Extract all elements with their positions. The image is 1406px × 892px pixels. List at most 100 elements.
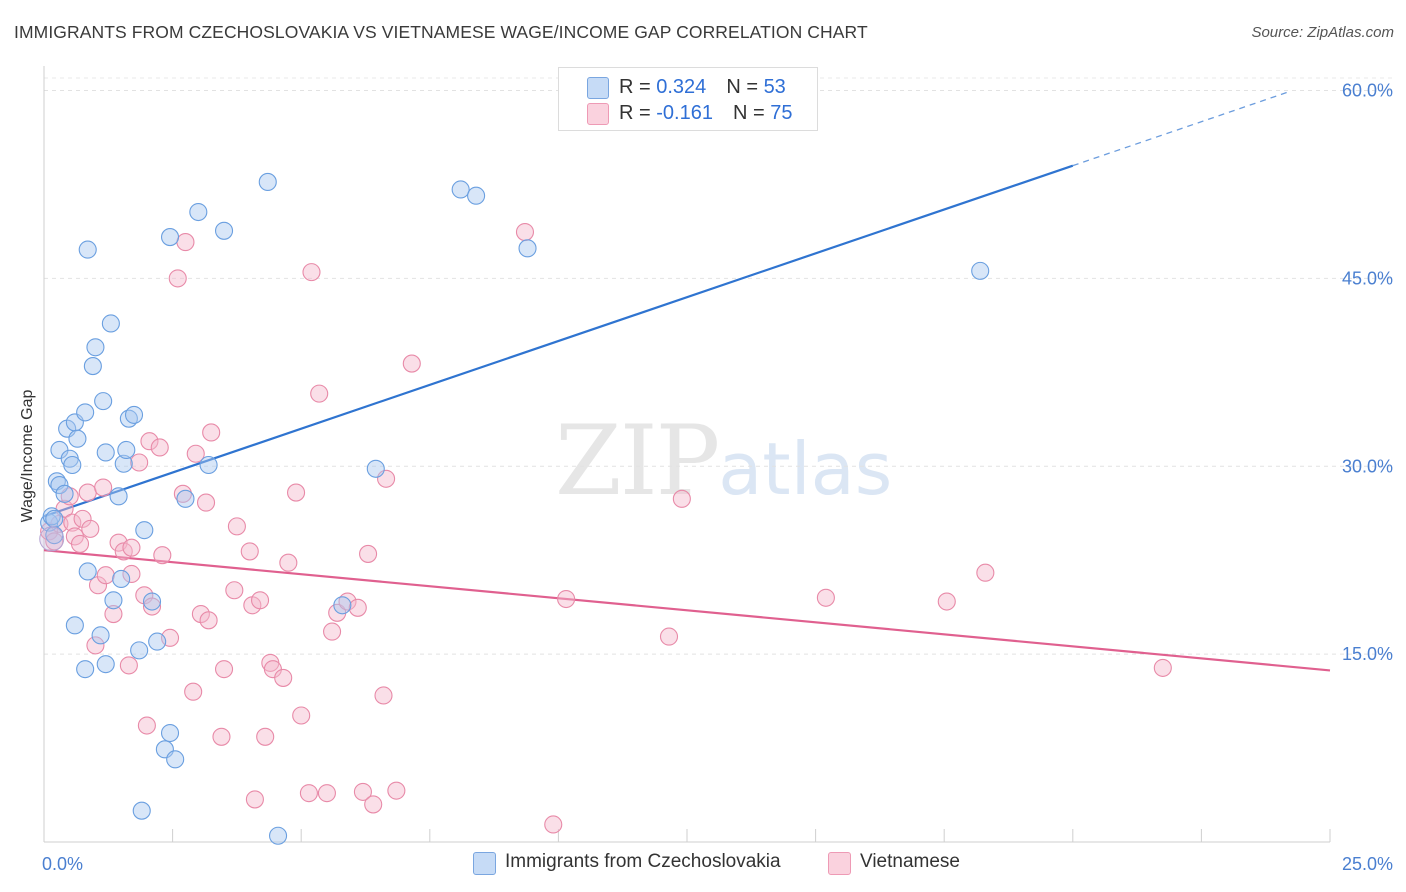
point-vietnamese: [104, 605, 123, 624]
point-vietnamese: [153, 546, 172, 565]
point-vietnamese: [137, 716, 156, 735]
r-label: R =: [619, 76, 657, 98]
data-points: [39, 172, 1172, 845]
watermark: ZIPatlas: [555, 405, 892, 517]
point-czechoslovakia: [109, 487, 128, 506]
point-vietnamese: [557, 589, 576, 609]
point-vietnamese: [1153, 658, 1172, 677]
point-vietnamese: [544, 815, 563, 834]
point-vietnamese: [45, 532, 64, 551]
legend-swatch-vietnamese: [828, 852, 851, 875]
watermark-zip: ZIP: [555, 405, 720, 517]
r-label: R =: [619, 102, 657, 124]
point-czechoslovakia: [65, 616, 84, 635]
point-vietnamese: [279, 553, 298, 572]
point-vietnamese: [240, 542, 259, 561]
x-tick-label: 25.0%: [1342, 854, 1393, 874]
point-vietnamese: [63, 513, 82, 532]
point-vietnamese: [70, 534, 90, 553]
point-czechoslovakia: [112, 569, 131, 589]
point-czechoslovakia: [94, 392, 113, 411]
point-vietnamese: [302, 263, 321, 282]
stats-legend: R = 0.324 N = 53 R = -0.161 N = 75: [558, 67, 818, 131]
point-czechoslovakia: [86, 338, 105, 357]
point-czechoslovakia: [50, 475, 69, 495]
point-vietnamese: [976, 563, 995, 582]
point-czechoslovakia: [96, 443, 115, 462]
point-czechoslovakia: [199, 455, 218, 475]
point-czechoslovakia: [91, 626, 110, 645]
point-vietnamese: [672, 489, 691, 508]
r-value: -0.161: [656, 102, 713, 124]
point-vietnamese: [214, 660, 234, 679]
point-czechoslovakia: [130, 641, 149, 660]
point-czechoslovakia: [76, 660, 95, 679]
legend-swatch-czechoslovakia: [587, 77, 609, 99]
point-vietnamese: [199, 611, 218, 630]
y-tick-label: 60.0%: [1342, 81, 1393, 101]
point-vietnamese: [184, 682, 203, 701]
source-credit[interactable]: Source: ZipAtlas.com: [1251, 24, 1394, 41]
point-czechoslovakia: [55, 484, 74, 503]
point-czechoslovakia: [366, 459, 385, 478]
point-vietnamese: [359, 544, 378, 563]
point-vietnamese: [130, 453, 149, 472]
grid-lines: [44, 77, 1394, 655]
point-vietnamese: [515, 223, 535, 242]
axes: [43, 66, 1331, 843]
point-vietnamese: [256, 727, 275, 746]
point-vietnamese: [140, 432, 159, 451]
legend-label: Immigrants from Czechoslovakia: [505, 851, 781, 872]
point-vietnamese: [225, 581, 244, 600]
point-vietnamese: [122, 538, 141, 557]
point-czechoslovakia: [160, 228, 180, 247]
x-tick-label: 0.0%: [42, 854, 83, 874]
watermark-atlas: atlas: [718, 427, 893, 511]
point-vietnamese: [659, 627, 679, 646]
point-czechoslovakia: [142, 592, 162, 611]
point-czechoslovakia: [148, 632, 167, 651]
point-vietnamese: [122, 564, 141, 584]
point-vietnamese: [937, 592, 956, 611]
point-czechoslovakia: [104, 591, 123, 610]
trend-line-1: [43, 549, 1331, 672]
point-vietnamese: [299, 784, 318, 803]
point-vietnamese: [176, 233, 195, 252]
legend-label: Vietnamese: [860, 851, 960, 872]
point-czechoslovakia: [68, 429, 87, 448]
point-czechoslovakia: [78, 562, 97, 581]
point-vietnamese: [212, 727, 231, 746]
trend-line-0: [43, 164, 1074, 518]
point-vietnamese: [364, 795, 383, 814]
point-vietnamese: [168, 269, 187, 288]
point-czechoslovakia: [214, 221, 234, 240]
point-czechoslovakia: [269, 826, 288, 845]
point-czechoslovakia: [176, 489, 195, 508]
point-vietnamese: [310, 384, 329, 403]
point-czechoslovakia: [101, 314, 120, 333]
point-czechoslovakia: [258, 172, 277, 192]
point-czechoslovakia: [333, 596, 352, 615]
point-czechoslovakia: [45, 509, 64, 528]
point-czechoslovakia: [166, 750, 185, 769]
point-czechoslovakia: [124, 405, 144, 424]
point-vietnamese: [81, 519, 100, 538]
point-vietnamese: [402, 354, 421, 373]
point-czechoslovakia: [63, 455, 82, 475]
point-vietnamese: [94, 478, 113, 497]
point-vietnamese: [96, 566, 115, 585]
point-vietnamese: [173, 484, 192, 503]
point-vietnamese: [227, 517, 246, 536]
point-vietnamese: [78, 483, 97, 502]
point-vietnamese: [196, 493, 216, 512]
point-vietnamese: [250, 591, 270, 610]
point-czechoslovakia: [132, 801, 151, 820]
point-vietnamese: [245, 790, 264, 809]
y-tick-label: 45.0%: [1342, 268, 1393, 288]
point-czechoslovakia: [467, 186, 486, 205]
point-vietnamese: [353, 782, 372, 801]
point-czechoslovakia: [78, 240, 97, 259]
point-czechoslovakia: [971, 261, 990, 280]
point-vietnamese: [348, 598, 367, 617]
point-czechoslovakia: [160, 723, 180, 743]
